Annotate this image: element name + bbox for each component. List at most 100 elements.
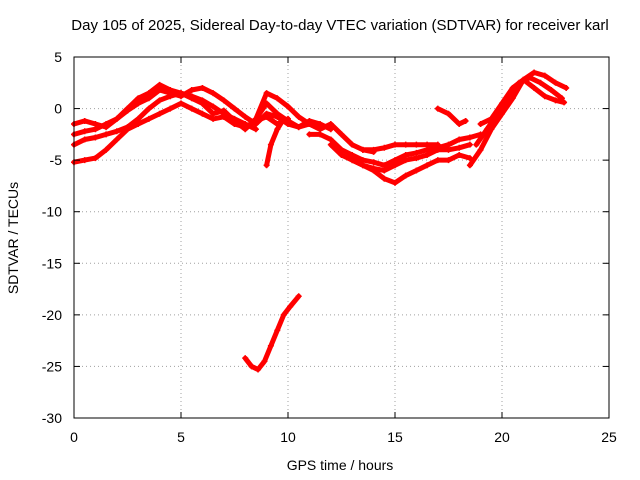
- data-point: [349, 141, 356, 148]
- data-point: [499, 100, 505, 107]
- data-point: [178, 100, 184, 107]
- data-point: [563, 84, 570, 91]
- data-point: [295, 293, 302, 300]
- x-tick-label: 25: [601, 429, 617, 445]
- series-line-arc-11: [435, 106, 469, 127]
- data-point: [317, 121, 324, 128]
- data-point: [434, 141, 441, 148]
- plot-frame: [73, 56, 610, 419]
- x-axis-label: GPS time / hours: [287, 457, 394, 473]
- data-point: [349, 151, 356, 158]
- data-point: [92, 121, 99, 128]
- data-point: [156, 81, 163, 88]
- data-point: [280, 115, 287, 122]
- data-point: [531, 69, 538, 76]
- series-line-arc-9: [349, 152, 473, 186]
- data-point: [370, 167, 377, 174]
- data-point: [413, 141, 420, 148]
- data-point: [466, 162, 473, 169]
- data-point: [413, 167, 420, 174]
- data-point: [317, 131, 324, 138]
- data-point: [338, 151, 345, 158]
- data-point: [199, 84, 206, 91]
- data-point: [231, 115, 238, 122]
- data-point: [261, 358, 268, 365]
- data-point: [381, 162, 388, 169]
- data-point: [220, 97, 227, 104]
- data-series: [71, 69, 570, 373]
- data-point: [231, 105, 238, 112]
- data-point: [267, 342, 274, 349]
- data-point: [124, 105, 131, 112]
- data-point: [263, 113, 270, 120]
- data-point: [359, 162, 366, 169]
- data-point: [327, 136, 334, 143]
- data-point: [188, 105, 195, 112]
- data-point: [359, 146, 366, 153]
- data-point: [263, 162, 270, 169]
- data-point: [541, 93, 548, 100]
- data-point: [145, 95, 152, 102]
- data-point: [81, 117, 88, 124]
- data-point: [188, 93, 195, 100]
- data-point: [306, 121, 313, 128]
- data-point: [488, 115, 495, 122]
- data-point: [526, 74, 533, 81]
- data-point: [135, 95, 142, 102]
- data-point: [103, 121, 110, 128]
- data-point: [392, 179, 398, 186]
- data-point: [338, 131, 345, 138]
- data-point: [248, 363, 255, 370]
- data-point: [434, 157, 441, 164]
- data-point: [92, 155, 99, 162]
- data-point: [156, 87, 163, 94]
- data-point: [92, 126, 99, 133]
- data-point: [242, 113, 249, 120]
- data-point: [445, 157, 452, 164]
- data-point: [263, 90, 270, 97]
- data-point: [103, 131, 110, 138]
- data-point: [402, 157, 409, 164]
- data-point: [531, 84, 538, 91]
- data-point: [381, 175, 388, 182]
- data-point: [199, 110, 206, 117]
- data-point: [210, 115, 217, 122]
- data-point: [210, 103, 217, 110]
- data-point: [434, 105, 441, 112]
- data-point: [210, 90, 217, 97]
- x-tick-label: 10: [280, 429, 296, 445]
- axis-ticks: [73, 56, 610, 419]
- data-point: [484, 126, 491, 133]
- data-point: [295, 113, 302, 120]
- data-point: [252, 126, 259, 133]
- data-point: [231, 121, 238, 128]
- data-point: [124, 126, 131, 133]
- y-tick-label: -30: [42, 410, 62, 426]
- data-point: [145, 105, 152, 112]
- chart-title: Day 105 of 2025, Sidereal Day-to-day VTE…: [71, 17, 608, 34]
- data-point: [113, 136, 120, 143]
- data-point: [509, 84, 516, 91]
- data-point: [156, 97, 163, 104]
- data-point: [167, 87, 174, 94]
- data-point: [156, 110, 163, 117]
- data-point: [81, 128, 88, 135]
- data-point: [317, 126, 324, 133]
- data-point: [445, 146, 452, 153]
- data-point: [274, 95, 281, 102]
- data-point: [413, 149, 420, 156]
- data-point: [103, 146, 110, 153]
- series-line-arc-6: [264, 116, 287, 168]
- data-point: [135, 115, 142, 122]
- y-tick-label: -25: [42, 358, 62, 374]
- data-point: [242, 355, 249, 362]
- data-point: [199, 97, 206, 104]
- data-point: [349, 157, 356, 164]
- data-point: [167, 93, 174, 100]
- data-point: [280, 311, 287, 318]
- data-point: [81, 136, 88, 143]
- data-point: [274, 126, 281, 133]
- data-point: [145, 90, 152, 97]
- data-point: [552, 97, 559, 104]
